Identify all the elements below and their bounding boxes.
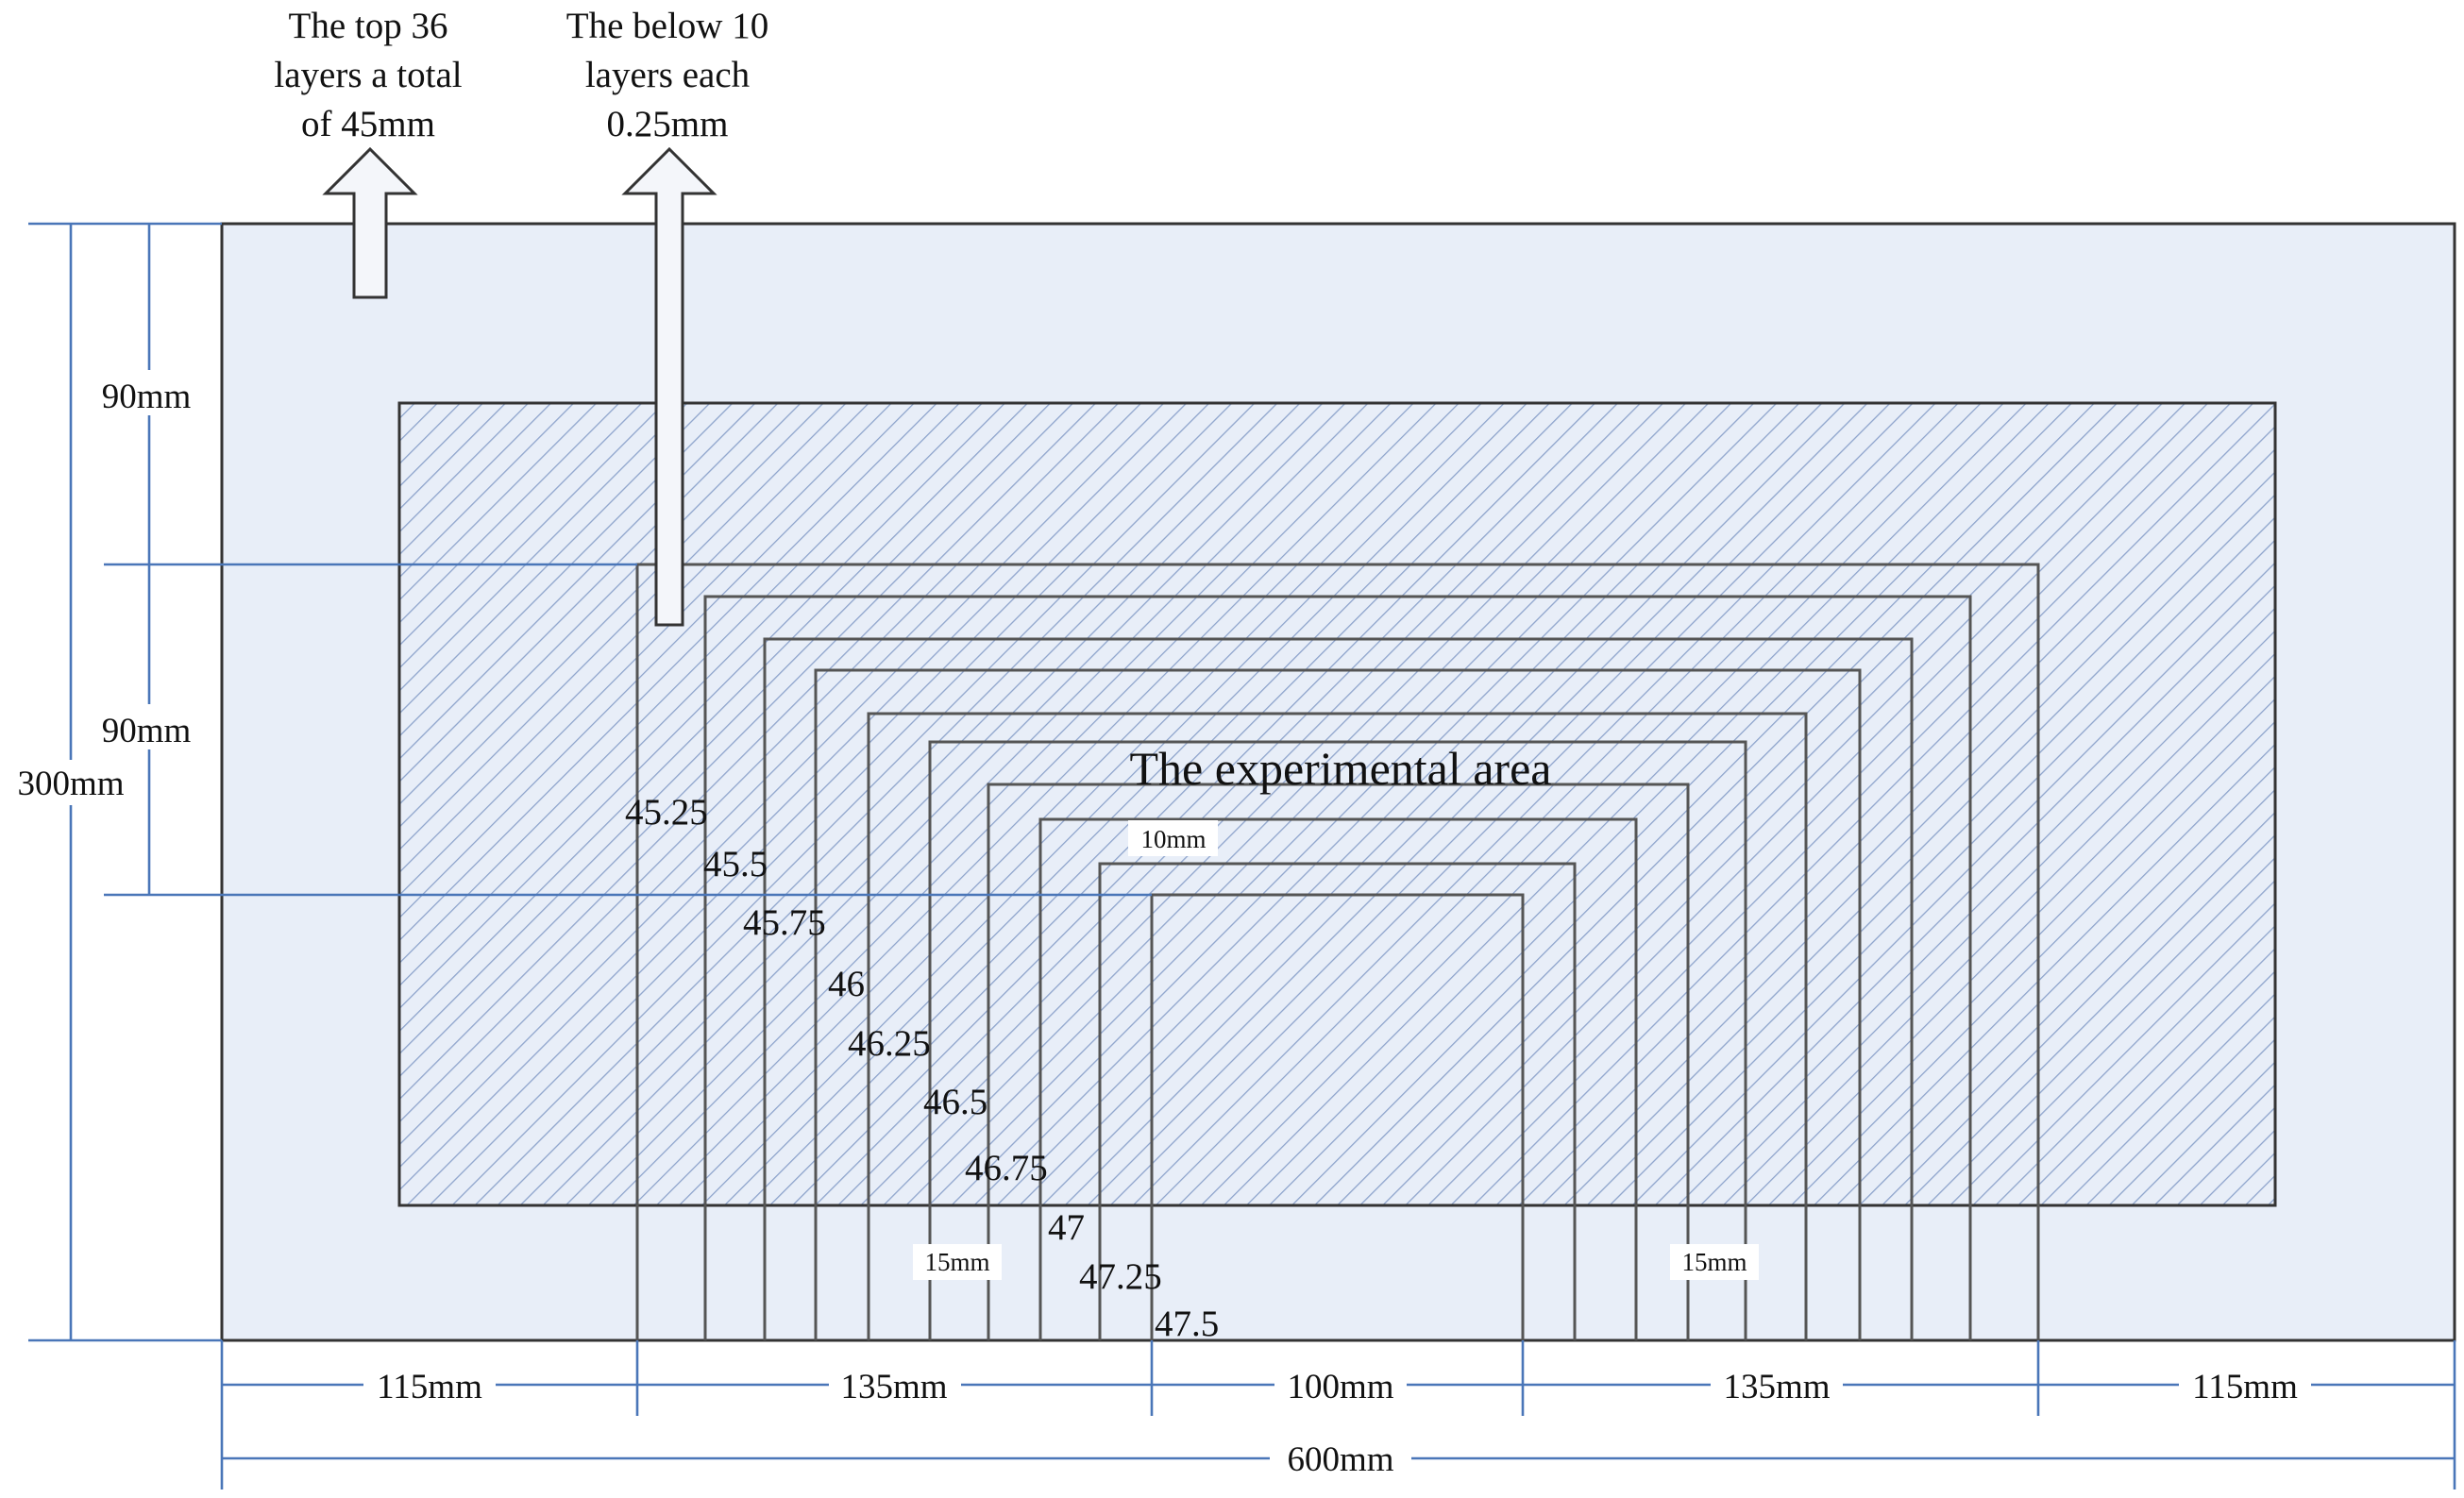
layer-value: 45.5 <box>703 844 768 884</box>
layer-outline-6 <box>928 740 1747 1340</box>
layer-value-labels: 45.25 45.5 45.75 46 46.25 46.5 46.75 47 … <box>625 792 1219 1344</box>
dim-seg4: 135mm <box>1723 1368 1830 1406</box>
layer-value: 47.25 <box>1079 1256 1162 1297</box>
vertical-dimension-labels: 90mm 90mm 300mm <box>5 370 205 805</box>
below-layers-line-3: 0.25mm <box>607 104 729 144</box>
layer-value: 45.25 <box>625 792 708 833</box>
experimental-area-label: The experimental area <box>1130 742 1552 795</box>
dim-small-right-15: 15mm <box>1681 1248 1747 1276</box>
layer-outline-10 <box>1150 893 1525 1340</box>
layer-outlines <box>635 563 2040 1340</box>
layer-outline-5 <box>867 712 1808 1340</box>
layer-outline-7 <box>987 783 1690 1340</box>
dim-seg5: 115mm <box>2192 1368 2298 1406</box>
top-layers-line-2: layers a total <box>274 55 462 95</box>
dim-middle-90: 90mm <box>102 712 192 750</box>
dim-small-step-10: 10mm <box>1140 825 1206 853</box>
below-layers-line-2: layers each <box>585 55 750 95</box>
dim-small-left-15: 15mm <box>924 1248 989 1276</box>
top-layers-line-1: The top 36 <box>289 6 448 46</box>
small-dimension-labels: 15mm 15mm 10mm <box>913 820 1759 1280</box>
dim-seg2: 135mm <box>840 1368 947 1406</box>
below-layers-note: The below 10 layers each 0.25mm <box>566 6 768 144</box>
layer-value: 46 <box>828 964 865 1004</box>
dim-seg1: 115mm <box>377 1368 482 1406</box>
layer-value: 47 <box>1048 1207 1085 1248</box>
dim-seg3: 100mm <box>1287 1368 1393 1406</box>
layer-outline-4 <box>814 668 1862 1340</box>
layer-outline-8 <box>1038 817 1638 1340</box>
layer-value: 47.5 <box>1155 1304 1219 1344</box>
up-arrow-icon <box>621 146 717 627</box>
layer-value: 46.75 <box>965 1148 1048 1188</box>
layer-outline-1 <box>635 563 2040 1340</box>
layer-outline-2 <box>703 595 1972 1340</box>
layer-value: 46.5 <box>923 1082 987 1122</box>
up-arrow-icon <box>322 146 418 299</box>
horizontal-dimension-labels: 115mm 135mm 100mm 135mm 115mm 600mm <box>363 1364 2311 1480</box>
dim-upper-90: 90mm <box>102 378 192 416</box>
layer-outline-3 <box>763 637 1914 1340</box>
layer-outline-9 <box>1098 862 1577 1340</box>
dim-total-300: 300mm <box>17 765 124 803</box>
dim-total-600: 600mm <box>1287 1440 1393 1479</box>
experimental-area <box>397 401 2277 1207</box>
below-layers-line-1: The below 10 <box>566 6 768 46</box>
top-layers-line-3: of 45mm <box>301 104 435 144</box>
top-layers-note: The top 36 layers a total of 45mm <box>274 6 462 144</box>
layer-value: 45.75 <box>743 902 826 943</box>
layer-value: 46.25 <box>848 1023 931 1064</box>
